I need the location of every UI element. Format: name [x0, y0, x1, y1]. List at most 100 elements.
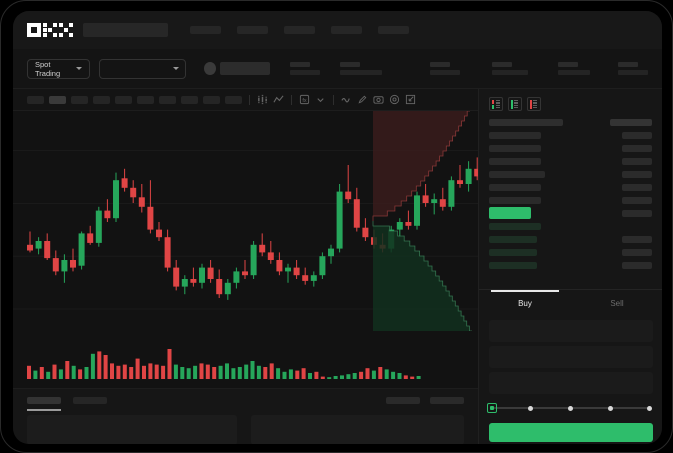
svg-text:fx: fx	[302, 98, 307, 104]
bid-price	[622, 261, 652, 269]
nav-item-2[interactable]	[237, 26, 268, 34]
slider-step-25[interactable]	[528, 405, 533, 411]
timeframe-btn-3[interactable]	[71, 95, 88, 104]
fullscreen-icon[interactable]	[405, 94, 416, 105]
timeframe-btn-4[interactable]	[93, 95, 110, 104]
bottom-box-right[interactable]	[251, 415, 464, 444]
stat-value	[558, 70, 590, 75]
orderbook-ask-row[interactable]	[489, 130, 652, 140]
wave-chart-icon[interactable]	[341, 94, 352, 105]
ask-price	[622, 157, 652, 165]
orderbook-ask-row[interactable]	[489, 143, 652, 153]
bottom-action-2[interactable]	[430, 397, 464, 404]
pencil-icon[interactable]	[357, 94, 368, 105]
settings-gear-icon[interactable]	[389, 94, 400, 105]
tab-sell[interactable]: Sell	[610, 298, 624, 308]
bid-price	[622, 248, 652, 256]
ask-price	[622, 196, 652, 204]
orderbook-both-icon[interactable]	[489, 97, 503, 111]
ask-price	[622, 183, 652, 191]
orderbook-ask-row[interactable]	[489, 195, 652, 205]
chart-toolbar: fx	[13, 89, 478, 111]
tab-buy[interactable]: Buy	[479, 290, 571, 316]
nav-item-4[interactable]	[331, 26, 362, 34]
stat-label	[290, 62, 310, 67]
header-nav	[190, 26, 409, 34]
timeframe-btn-1[interactable]	[27, 95, 44, 104]
nav-item-3[interactable]	[284, 26, 315, 34]
spot-trading-dropdown[interactable]: Spot Trading	[27, 58, 91, 79]
spot-trading-label: Spot Trading	[35, 59, 61, 78]
candlestick-chart-icon[interactable]	[257, 94, 268, 105]
orderbook-bid-row[interactable]	[489, 221, 652, 231]
orderbook-view-icons	[479, 89, 662, 117]
toolbar-divider	[291, 94, 292, 105]
timeframe-btn-7[interactable]	[159, 95, 176, 104]
orderbook-ask-row[interactable]	[489, 169, 652, 179]
column-header-price	[610, 118, 652, 126]
orderbook-asks-icon[interactable]	[527, 97, 541, 111]
timeframe-btn-6[interactable]	[137, 95, 154, 104]
chevron-down-icon[interactable]	[315, 94, 326, 105]
nav-item-5[interactable]	[378, 26, 409, 34]
chevron-down-icon	[172, 67, 179, 70]
line-chart-icon[interactable]	[273, 94, 284, 105]
ask-price	[622, 144, 652, 152]
stat-low	[492, 62, 528, 75]
timeframe-btn-8[interactable]	[181, 95, 198, 104]
price-field[interactable]	[489, 320, 653, 342]
timeframe-btn-9[interactable]	[203, 95, 220, 104]
coin-avatar	[203, 62, 216, 75]
amount-slider[interactable]	[479, 402, 662, 414]
bid-qty	[489, 222, 541, 230]
orderbook[interactable]	[479, 117, 662, 270]
last-price	[219, 62, 270, 75]
amount-field[interactable]	[489, 346, 653, 368]
search-input[interactable]	[83, 23, 168, 37]
slider-handle[interactable]	[487, 403, 497, 413]
active-tab-indicator	[27, 409, 61, 411]
bottom-tab-2[interactable]	[73, 397, 107, 404]
nav-item-1[interactable]	[190, 26, 221, 34]
orderbook-ask-row[interactable]	[489, 182, 652, 192]
bottom-tab-1[interactable]	[27, 397, 61, 404]
submit-buy-button[interactable]	[489, 423, 653, 442]
slider-step-75[interactable]	[608, 405, 613, 411]
okx-logo[interactable]	[27, 23, 73, 37]
stat-label	[492, 62, 512, 67]
ask-price	[622, 170, 652, 178]
timeframe-btn-10[interactable]	[225, 95, 242, 104]
toolbar-divider	[249, 94, 250, 105]
orderbook-column-header	[489, 117, 652, 127]
orderbook-bids-icon[interactable]	[508, 97, 522, 111]
orderbook-ask-row[interactable]	[489, 156, 652, 166]
logo-x-icon	[59, 23, 73, 37]
total-field[interactable]	[489, 372, 653, 394]
ask-qty	[489, 183, 541, 191]
stat-label	[618, 62, 638, 67]
orderbook-current-price-row[interactable]	[489, 207, 652, 219]
stat-label	[430, 62, 450, 67]
bottom-tabs	[27, 397, 464, 411]
camera-icon[interactable]	[373, 94, 384, 105]
timeframe-btn-5[interactable]	[115, 95, 132, 104]
depth-chart-overlay	[372, 111, 478, 331]
buy-sell-tabs: Buy Sell	[479, 290, 662, 316]
ask-qty	[489, 196, 541, 204]
slider-step-50[interactable]	[568, 405, 573, 411]
bottom-box-left[interactable]	[27, 415, 238, 444]
timeframe-btn-2[interactable]	[49, 95, 66, 104]
candlestick-chart[interactable]	[13, 111, 478, 331]
current-price-highlight	[489, 207, 531, 219]
indicator-icon[interactable]: fx	[299, 94, 310, 105]
bottom-action-1[interactable]	[386, 397, 420, 404]
bottom-panel	[13, 389, 478, 444]
slider-step-100[interactable]	[647, 405, 652, 411]
orderbook-bid-row[interactable]	[489, 260, 652, 270]
orderbook-bid-row[interactable]	[489, 247, 652, 257]
pair-select[interactable]	[99, 58, 186, 79]
market-bar: Spot Trading	[13, 49, 662, 89]
stat-high	[430, 62, 460, 75]
stat-turnover	[618, 62, 648, 75]
orderbook-bid-row[interactable]	[489, 234, 652, 244]
